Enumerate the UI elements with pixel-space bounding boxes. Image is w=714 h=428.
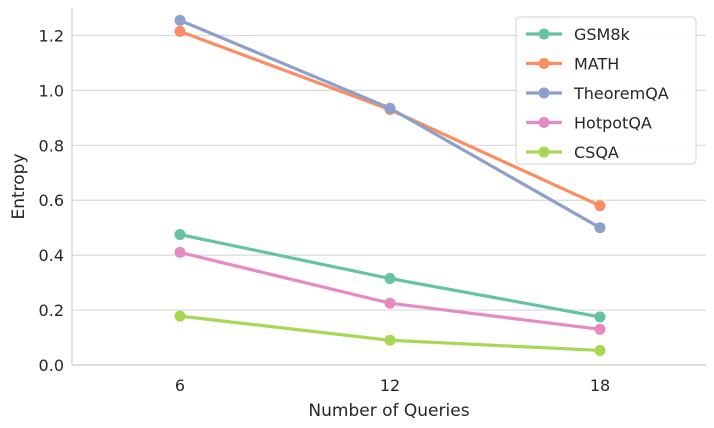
y-tick-label: 1.0 xyxy=(39,81,64,100)
legend-marker xyxy=(538,146,550,158)
data-point xyxy=(594,200,606,212)
data-point xyxy=(174,246,186,258)
axes xyxy=(71,8,706,366)
legend-marker xyxy=(538,58,550,69)
legend-box xyxy=(515,16,697,165)
legend-item: TheoremQA xyxy=(526,84,669,103)
legend-marker xyxy=(538,28,550,40)
legend-item: CSQA xyxy=(526,143,619,162)
y-tick-label: 0.4 xyxy=(39,246,64,265)
y-tick-label: 0.6 xyxy=(39,191,64,210)
legend: GSM8k MATH TheoremQA HotpotQA CSQA xyxy=(515,16,697,165)
tick-labels: 0.0 0.2 0.4 0.6 0.8 1.0 1.2 6 12 18 xyxy=(39,26,611,395)
data-point xyxy=(384,272,396,284)
data-point xyxy=(594,344,606,356)
y-axis-label: Entropy xyxy=(9,153,29,219)
y-tick-label: 1.2 xyxy=(39,26,64,45)
x-tick-label: 12 xyxy=(380,376,400,395)
legend-label: GSM8k xyxy=(574,25,631,44)
data-point xyxy=(594,222,606,234)
data-point xyxy=(174,310,186,322)
data-point xyxy=(384,297,396,309)
y-tick-label: 0.0 xyxy=(39,356,64,375)
series-line xyxy=(178,250,602,331)
data-point xyxy=(174,229,186,241)
data-point xyxy=(594,311,606,323)
y-tick-label: 0.2 xyxy=(39,301,64,320)
legend-label: TheoremQA xyxy=(573,84,669,103)
data-point xyxy=(384,102,396,114)
legend-item: GSM8k xyxy=(526,25,631,44)
data-point xyxy=(174,25,186,37)
series-csqa xyxy=(174,310,606,356)
legend-item: MATH xyxy=(526,55,619,74)
legend-label: CSQA xyxy=(574,143,619,162)
y-tick-label: 0.8 xyxy=(39,136,64,155)
data-point xyxy=(174,14,186,26)
series-theoremqa xyxy=(174,14,606,234)
legend-label: HotpotQA xyxy=(574,114,652,133)
x-axis-label: Number of Queries xyxy=(308,401,469,421)
x-tick-label: 18 xyxy=(590,376,610,395)
legend-item: HotpotQA xyxy=(526,114,652,133)
data-point xyxy=(384,334,396,346)
legend-marker xyxy=(538,117,550,128)
series-gsm8k xyxy=(174,229,606,323)
legend-label: MATH xyxy=(574,55,619,74)
series-group xyxy=(174,14,606,356)
data-point xyxy=(594,323,606,335)
x-tick-label: 6 xyxy=(175,376,185,395)
legend-marker xyxy=(538,87,550,99)
series-hotpotqa xyxy=(174,246,606,335)
